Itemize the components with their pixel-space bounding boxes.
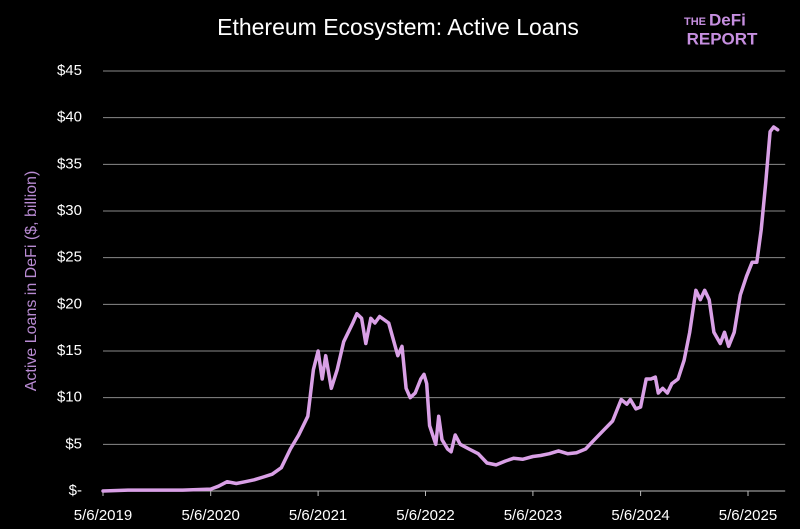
x-tick-label: 5/6/2021 — [289, 507, 347, 524]
data-line — [101, 125, 780, 493]
y-tick-label: $- — [69, 482, 82, 499]
y-tick-label: $20 — [57, 295, 82, 312]
x-tick-label: 5/6/2019 — [74, 507, 132, 524]
x-tick-label: 5/6/2020 — [182, 507, 240, 524]
chart-title: Ethereum Ecosystem: Active Loans — [217, 14, 579, 40]
x-tick-label: 5/6/2024 — [611, 507, 669, 524]
logo-text: REPORT — [687, 29, 758, 48]
y-axis-label: Active Loans in DeFi ($, billion) — [23, 171, 40, 392]
logo: THE DeFi REPORT — [684, 10, 758, 48]
logo-text: DeFi — [709, 10, 746, 29]
y-tick-label: $35 — [57, 155, 82, 172]
y-tick-label: $25 — [57, 249, 82, 266]
y-tick-label: $5 — [65, 435, 82, 452]
logo-text: THE — [684, 16, 706, 28]
y-tick-label: $10 — [57, 389, 82, 406]
y-tick-label: $30 — [57, 202, 82, 219]
x-tick-label: 5/6/2022 — [396, 507, 454, 524]
y-tick-label: $15 — [57, 342, 82, 359]
x-tick-label: 5/6/2025 — [719, 507, 777, 524]
x-tick-label: 5/6/2023 — [504, 507, 562, 524]
y-tick-label: $45 — [57, 62, 82, 79]
y-tick-label: $40 — [57, 109, 82, 126]
